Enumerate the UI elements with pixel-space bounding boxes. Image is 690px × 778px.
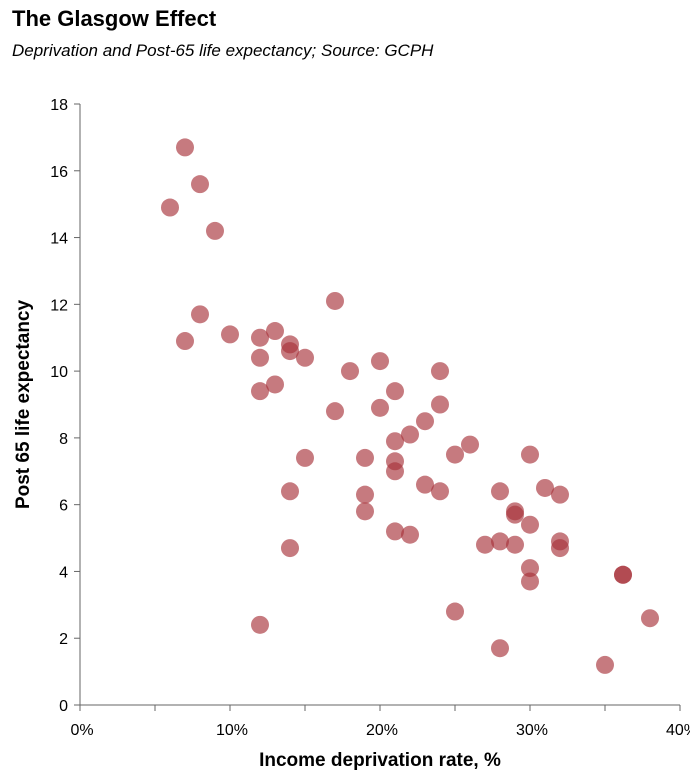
data-point[interactable] [251,382,269,401]
data-point[interactable] [431,482,449,501]
data-point[interactable] [446,602,464,621]
data-point[interactable] [491,482,509,501]
data-point[interactable] [386,382,404,401]
y-tick-label: 4 [59,564,68,581]
data-point[interactable] [356,485,374,504]
y-tick-label: 8 [59,431,68,448]
data-point[interactable] [176,138,194,157]
data-point[interactable] [266,375,284,394]
data-point[interactable] [431,362,449,381]
data-point[interactable] [461,435,479,454]
x-tick-label: 10% [216,722,248,739]
y-tick-label: 16 [50,164,68,181]
data-point[interactable] [596,655,614,674]
data-point[interactable] [506,505,524,524]
data-point[interactable] [506,535,524,554]
x-tick-label: 30% [516,722,548,739]
data-point[interactable] [281,539,299,558]
data-point[interactable] [281,482,299,501]
data-point[interactable] [326,291,344,310]
y-tick-label: 18 [50,97,68,114]
chart-subtitle: Deprivation and Post-65 life expectancy;… [12,41,434,60]
data-point[interactable] [536,478,554,497]
data-point[interactable] [326,402,344,421]
data-point[interactable] [521,515,539,534]
y-tick-label: 0 [59,698,68,715]
data-point[interactable] [416,412,434,431]
y-tick-label: 2 [59,631,68,648]
chart-title: The Glasgow Effect [12,6,217,31]
x-axis-ticks: 0% 10% 20% 30% 40% [70,705,690,739]
data-point[interactable] [161,198,179,217]
data-point[interactable] [551,485,569,504]
data-point[interactable] [446,445,464,464]
data-point[interactable] [371,352,389,371]
data-point[interactable] [251,328,269,347]
data-point[interactable] [221,325,239,344]
data-point[interactable] [491,639,509,658]
data-point[interactable] [191,305,209,324]
y-axis-title: Post 65 life expectancy [13,300,34,510]
y-axis-ticks: 0 2 4 6 8 10 12 14 16 18 [50,97,80,715]
data-point[interactable] [386,462,404,481]
data-point[interactable] [641,609,659,628]
data-point[interactable] [371,398,389,417]
data-point[interactable] [476,535,494,554]
data-point[interactable] [401,425,419,444]
data-point[interactable] [296,348,314,367]
data-point[interactable] [521,559,539,578]
x-axis-title: Income deprivation rate, % [259,750,501,771]
data-point[interactable] [551,539,569,558]
data-point[interactable] [251,615,269,634]
data-point[interactable] [521,445,539,464]
data-point[interactable] [614,565,632,584]
y-tick-label: 12 [50,297,68,314]
x-tick-label: 20% [366,722,398,739]
data-point[interactable] [206,221,224,240]
points-layer [161,138,659,674]
x-tick-label: 40% [666,722,690,739]
data-point[interactable] [386,522,404,541]
data-point[interactable] [191,175,209,194]
data-point[interactable] [491,532,509,551]
y-tick-label: 14 [50,231,68,248]
data-point[interactable] [251,348,269,367]
data-point[interactable] [431,395,449,414]
y-tick-label: 10 [50,364,68,381]
y-tick-label: 6 [59,498,68,515]
data-point[interactable] [401,525,419,544]
data-point[interactable] [266,322,284,341]
data-point[interactable] [296,448,314,467]
data-point[interactable] [341,362,359,381]
data-point[interactable] [521,572,539,591]
data-point[interactable] [416,475,434,494]
data-point[interactable] [386,432,404,451]
data-point[interactable] [356,448,374,467]
data-point[interactable] [281,342,299,361]
data-point[interactable] [176,332,194,351]
x-tick-label: 0% [70,722,93,739]
data-point[interactable] [356,502,374,521]
